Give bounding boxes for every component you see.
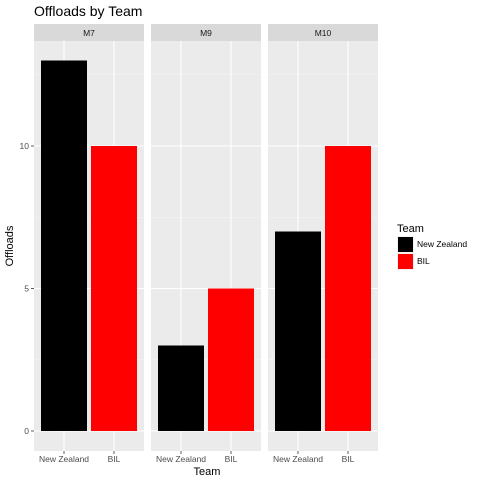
legend-item: BIL: [397, 253, 430, 270]
legend-title: Team: [397, 223, 424, 235]
legend-label: BIL: [417, 256, 430, 266]
legend-label: New Zealand: [417, 239, 467, 249]
y-tick-label: 5: [24, 284, 29, 294]
x-tick-label: New Zealand: [156, 454, 206, 464]
facet-strip: [151, 24, 261, 41]
legend-items: New Zealand BIL: [397, 236, 467, 270]
facet-strip-label: M9: [200, 28, 212, 38]
bar-m7-new-zealand: [41, 60, 87, 431]
facet-strip-label: M7: [83, 28, 95, 38]
bar-m9-new-zealand: [158, 345, 204, 431]
facet-strip: [34, 24, 144, 41]
x-tick-label: BIL: [108, 454, 121, 464]
facet-panels: M7 New Zealand BIL M9 New Zealand BIL M10 New Z…: [34, 24, 378, 464]
bar-m9-bil: [208, 288, 254, 431]
facet-panel-m10: M10 New Zealand BIL: [268, 24, 378, 464]
facet-strip: [268, 24, 378, 41]
x-tick-label: BIL: [225, 454, 238, 464]
y-tick-label: 10: [20, 141, 30, 151]
facet-panel-m7: M7 New Zealand BIL: [34, 24, 144, 464]
chart-title: Offloads by Team: [34, 3, 142, 19]
facet-strip-label: M10: [315, 28, 332, 38]
bar-m10-new-zealand: [275, 231, 321, 431]
x-axis-title: Team: [194, 466, 221, 478]
legend-item: New Zealand: [397, 236, 467, 253]
x-tick-label: BIL: [342, 454, 355, 464]
facet-panel-m9: M9 New Zealand BIL: [151, 24, 261, 464]
x-tick-label: New Zealand: [39, 454, 89, 464]
legend: Team New Zealand BIL: [397, 223, 467, 270]
x-tick-label: New Zealand: [273, 454, 323, 464]
bar-m10-bil: [325, 146, 371, 431]
y-axis: 0 5 10: [20, 141, 34, 436]
legend-swatch: [398, 237, 413, 252]
y-tick-label: 0: [24, 426, 29, 436]
legend-swatch: [398, 254, 413, 269]
y-axis-title: Offloads: [4, 225, 16, 266]
bar-m7-bil: [91, 146, 137, 431]
